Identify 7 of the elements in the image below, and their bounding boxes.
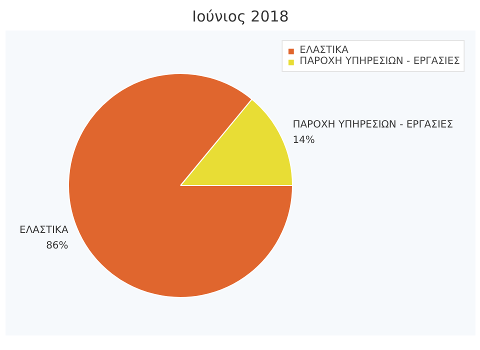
slice-label: ΠΑΡΟΧΗ ΥΠΗΡΕΣΙΩΝ - ΕΡΓΑΣΙΕΣ: [292, 120, 454, 131]
data-label: 86%: [46, 240, 68, 252]
legend-label: ΠΑΡΟΧΗ ΥΠΗΡΕΣΙΩΝ - ΕΡΓΑΣΙΕΣ: [300, 56, 460, 67]
legend-label: ΕΛΑΣΤΙΚΑ: [300, 45, 348, 56]
slice-label: ΕΛΑΣΤΙΚΑ: [20, 225, 68, 236]
chart-title: Ιούνιος 2018: [192, 8, 289, 26]
data-label: 14%: [292, 134, 315, 146]
